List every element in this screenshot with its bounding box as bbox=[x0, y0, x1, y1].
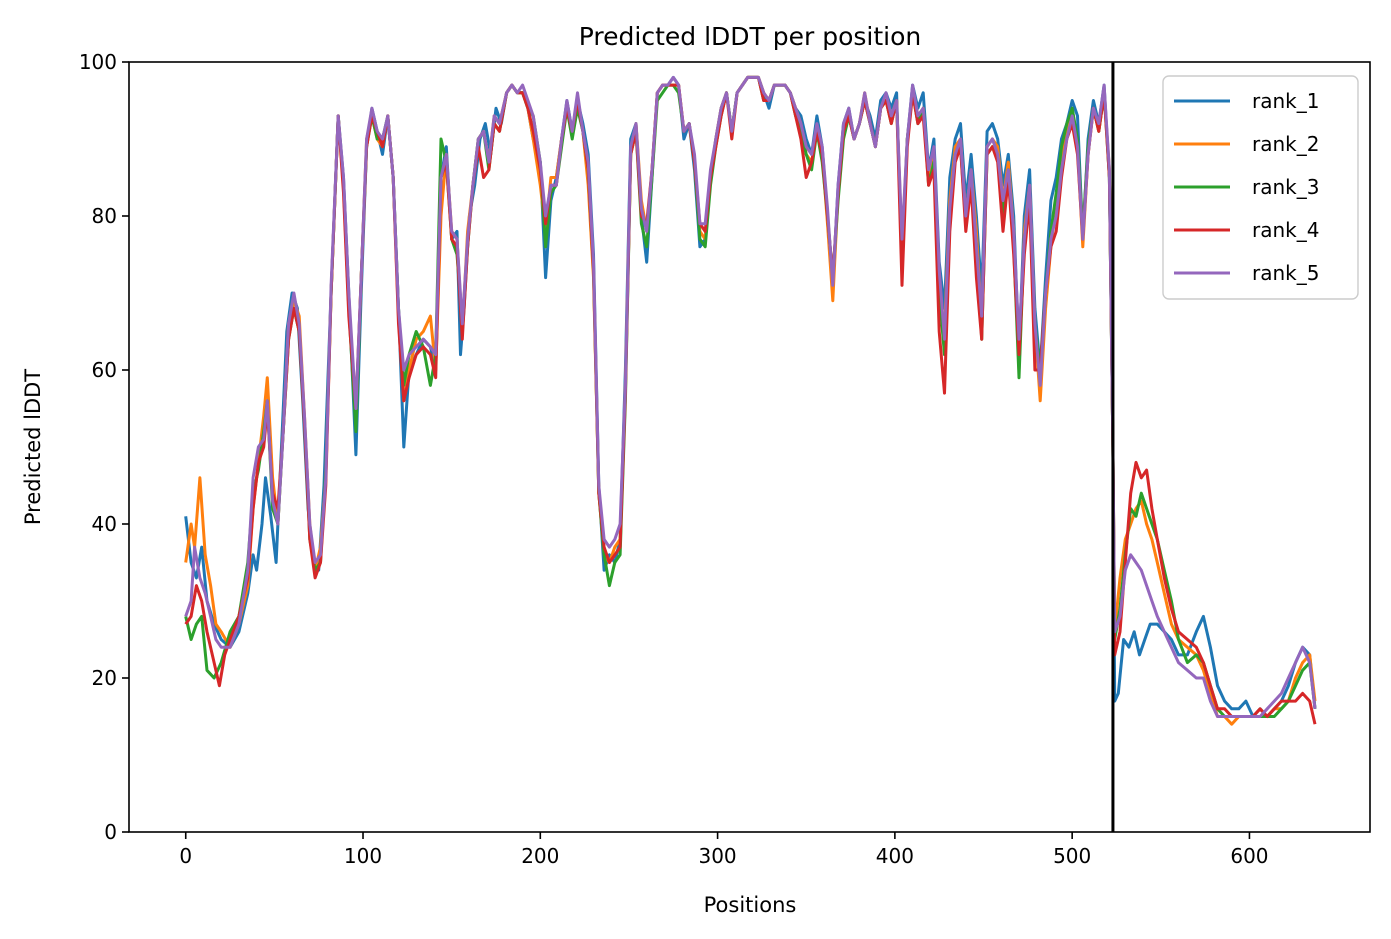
x-tick-label: 300 bbox=[698, 844, 736, 868]
legend: rank_1 rank_2 rank_3 rank_4 rank_5 bbox=[1162, 75, 1359, 300]
plot-lines bbox=[184, 75, 1317, 726]
y-tick-label: 100 bbox=[79, 50, 117, 74]
y-tick-label: 0 bbox=[104, 820, 117, 844]
x-axis-label: Positions bbox=[704, 893, 797, 917]
legend-label: rank_3 bbox=[1252, 175, 1319, 199]
x-axis-ticks: 0 100 200 300 400 500 600 bbox=[179, 832, 1269, 868]
x-tick-label: 100 bbox=[344, 844, 382, 868]
plot-frame bbox=[128, 61, 1371, 833]
legend-box bbox=[1162, 75, 1359, 300]
legend-label: rank_4 bbox=[1252, 218, 1319, 242]
x-tick-label: 0 bbox=[179, 844, 192, 868]
chart-title: Predicted lDDT per position bbox=[579, 22, 921, 51]
y-tick-label: 80 bbox=[92, 204, 117, 228]
legend-label: rank_2 bbox=[1252, 132, 1319, 156]
y-tick-label: 60 bbox=[92, 358, 117, 382]
x-tick-label: 500 bbox=[1053, 844, 1091, 868]
y-axis-ticks: 0 20 40 60 80 100 bbox=[79, 50, 129, 844]
series-line-rank_5 bbox=[184, 75, 1317, 718]
y-axis-label: Predicted lDDT bbox=[21, 369, 45, 525]
legend-label: rank_5 bbox=[1252, 261, 1319, 285]
y-tick-label: 20 bbox=[92, 666, 117, 690]
legend-label: rank_1 bbox=[1252, 89, 1319, 113]
x-tick-label: 600 bbox=[1230, 844, 1268, 868]
x-tick-label: 200 bbox=[521, 844, 559, 868]
x-tick-label: 400 bbox=[876, 844, 914, 868]
y-tick-label: 40 bbox=[92, 512, 117, 536]
